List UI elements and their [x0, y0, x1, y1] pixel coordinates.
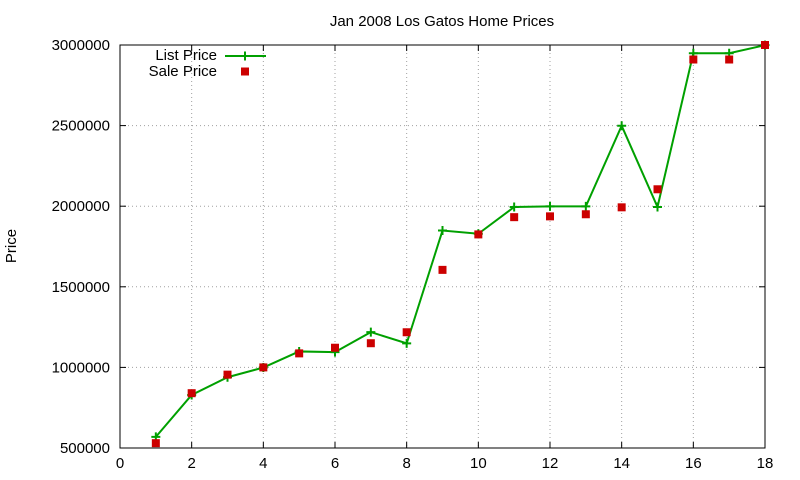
list-price-line [155, 44, 766, 438]
y-axis-label: Price [3, 229, 20, 263]
x-tick-label: 8 [402, 455, 410, 472]
legend: List Price Sale Price [149, 47, 266, 80]
x-tick-label: 16 [685, 455, 702, 472]
list-price-point [545, 201, 555, 211]
legend-swatch-list-price-marker [240, 51, 250, 61]
sale-price-point [510, 213, 519, 222]
x-tick-label: 18 [757, 455, 774, 472]
sale-price-point [151, 439, 160, 448]
sale-price-point [474, 230, 483, 239]
sale-price-point [653, 185, 662, 194]
sale-price-point [689, 55, 698, 64]
y-tick-label: 3000000 [52, 37, 110, 54]
legend-label-sale-price: Sale Price [149, 63, 217, 80]
sale-price-point [725, 55, 734, 64]
x-tick-label: 2 [187, 455, 195, 472]
grid [120, 45, 765, 448]
sale-price-point [295, 349, 304, 358]
x-tick-label: 4 [259, 455, 267, 472]
sale-price-point [223, 370, 232, 379]
y-tick-labels: 500000 1000000 1500000 2000000 2500000 300000… [52, 37, 110, 457]
legend-swatch-sale-price [241, 67, 249, 76]
axis-ticks [119, 44, 766, 449]
series [151, 40, 770, 448]
chart-title: Jan 2008 Los Gatos Home Prices [330, 13, 554, 30]
sale-price-point [331, 343, 339, 352]
x-tick-labels: 0 2 4 6 8 10 12 14 16 18 [116, 455, 774, 472]
x-tick-label: 6 [331, 455, 339, 472]
sale-price-point [438, 265, 447, 274]
plot-frame [119, 44, 766, 449]
sale-price-point [761, 41, 769, 49]
sale-price-point [259, 363, 268, 372]
y-tick-label: 500000 [60, 440, 110, 457]
list-price-point [509, 202, 519, 212]
x-tick-label: 0 [116, 455, 124, 472]
sale-price-point [366, 339, 375, 348]
y-tick-label: 1000000 [52, 359, 110, 376]
list-price-point [581, 201, 591, 211]
x-tick-label: 14 [613, 455, 630, 472]
sale-price-point [617, 203, 626, 212]
y-tick-label: 1500000 [52, 279, 110, 296]
sale-price-point [581, 210, 590, 219]
list-price-point [402, 338, 412, 348]
y-tick-label: 2500000 [52, 118, 110, 135]
legend-label-list-price: List Price [155, 47, 217, 64]
list-price-point [366, 327, 376, 337]
y-tick-label: 2000000 [52, 198, 110, 215]
x-tick-label: 10 [470, 455, 487, 472]
list-price-point [653, 202, 662, 212]
list-price-point [438, 226, 447, 236]
sale-price-point [187, 389, 196, 398]
sale-price-point [402, 328, 411, 337]
sale-price-point [546, 212, 554, 221]
list-price-point [617, 121, 627, 131]
x-tick-label: 12 [542, 455, 559, 472]
